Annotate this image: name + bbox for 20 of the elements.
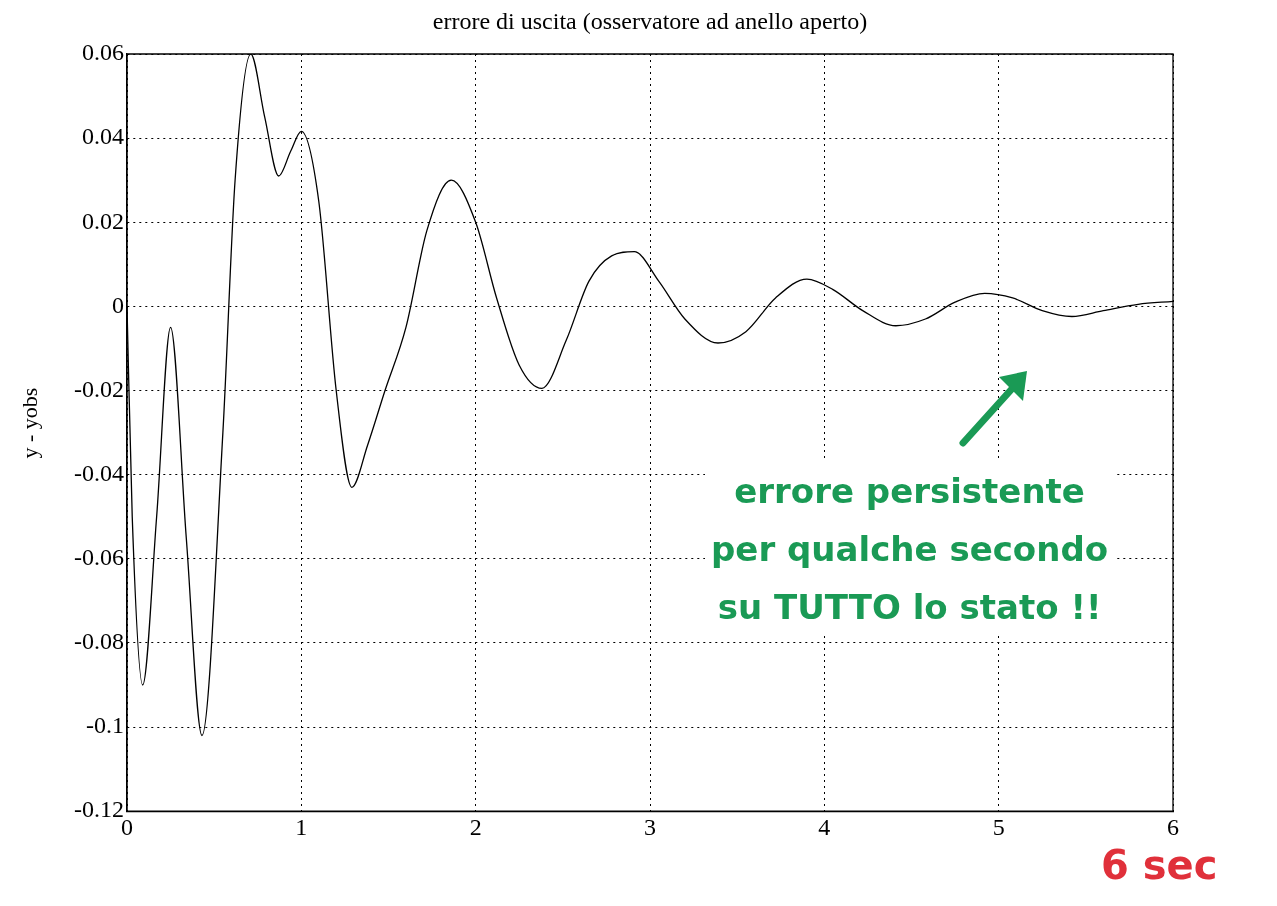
y-tick-label: -0.08 [74,628,124,655]
y-tick-label: -0.06 [74,544,124,571]
chart-title: errore di uscita (osservatore ad anello aperto) [431,8,869,35]
x-tick-label: 3 [644,813,656,840]
y-tick-label: -0.04 [74,459,124,486]
x-tick-label: 1 [295,813,308,840]
y-tick-label: -0.02 [74,375,124,402]
y-tick-label: 0.04 [82,123,124,150]
y-tick-label: 0 [112,291,124,318]
x-tick-label: 4 [818,813,831,840]
y-tick-label: -0.1 [86,712,124,739]
x-tick-label: 5 [992,813,1005,840]
y-tick-label: 0.02 [82,207,124,234]
annotation: errore persistente per qualche secondo su TUTTO lo stato !! [705,462,1115,636]
x-tick-label: 6 [1167,813,1179,840]
y-axis-title: y - yobs [17,386,43,461]
y-tick-label: -0.12 [74,796,124,823]
x-tick-label: 2 [469,813,482,840]
text: 6 sec [1095,842,1224,888]
y-tick-label: 0.06 [82,39,124,66]
